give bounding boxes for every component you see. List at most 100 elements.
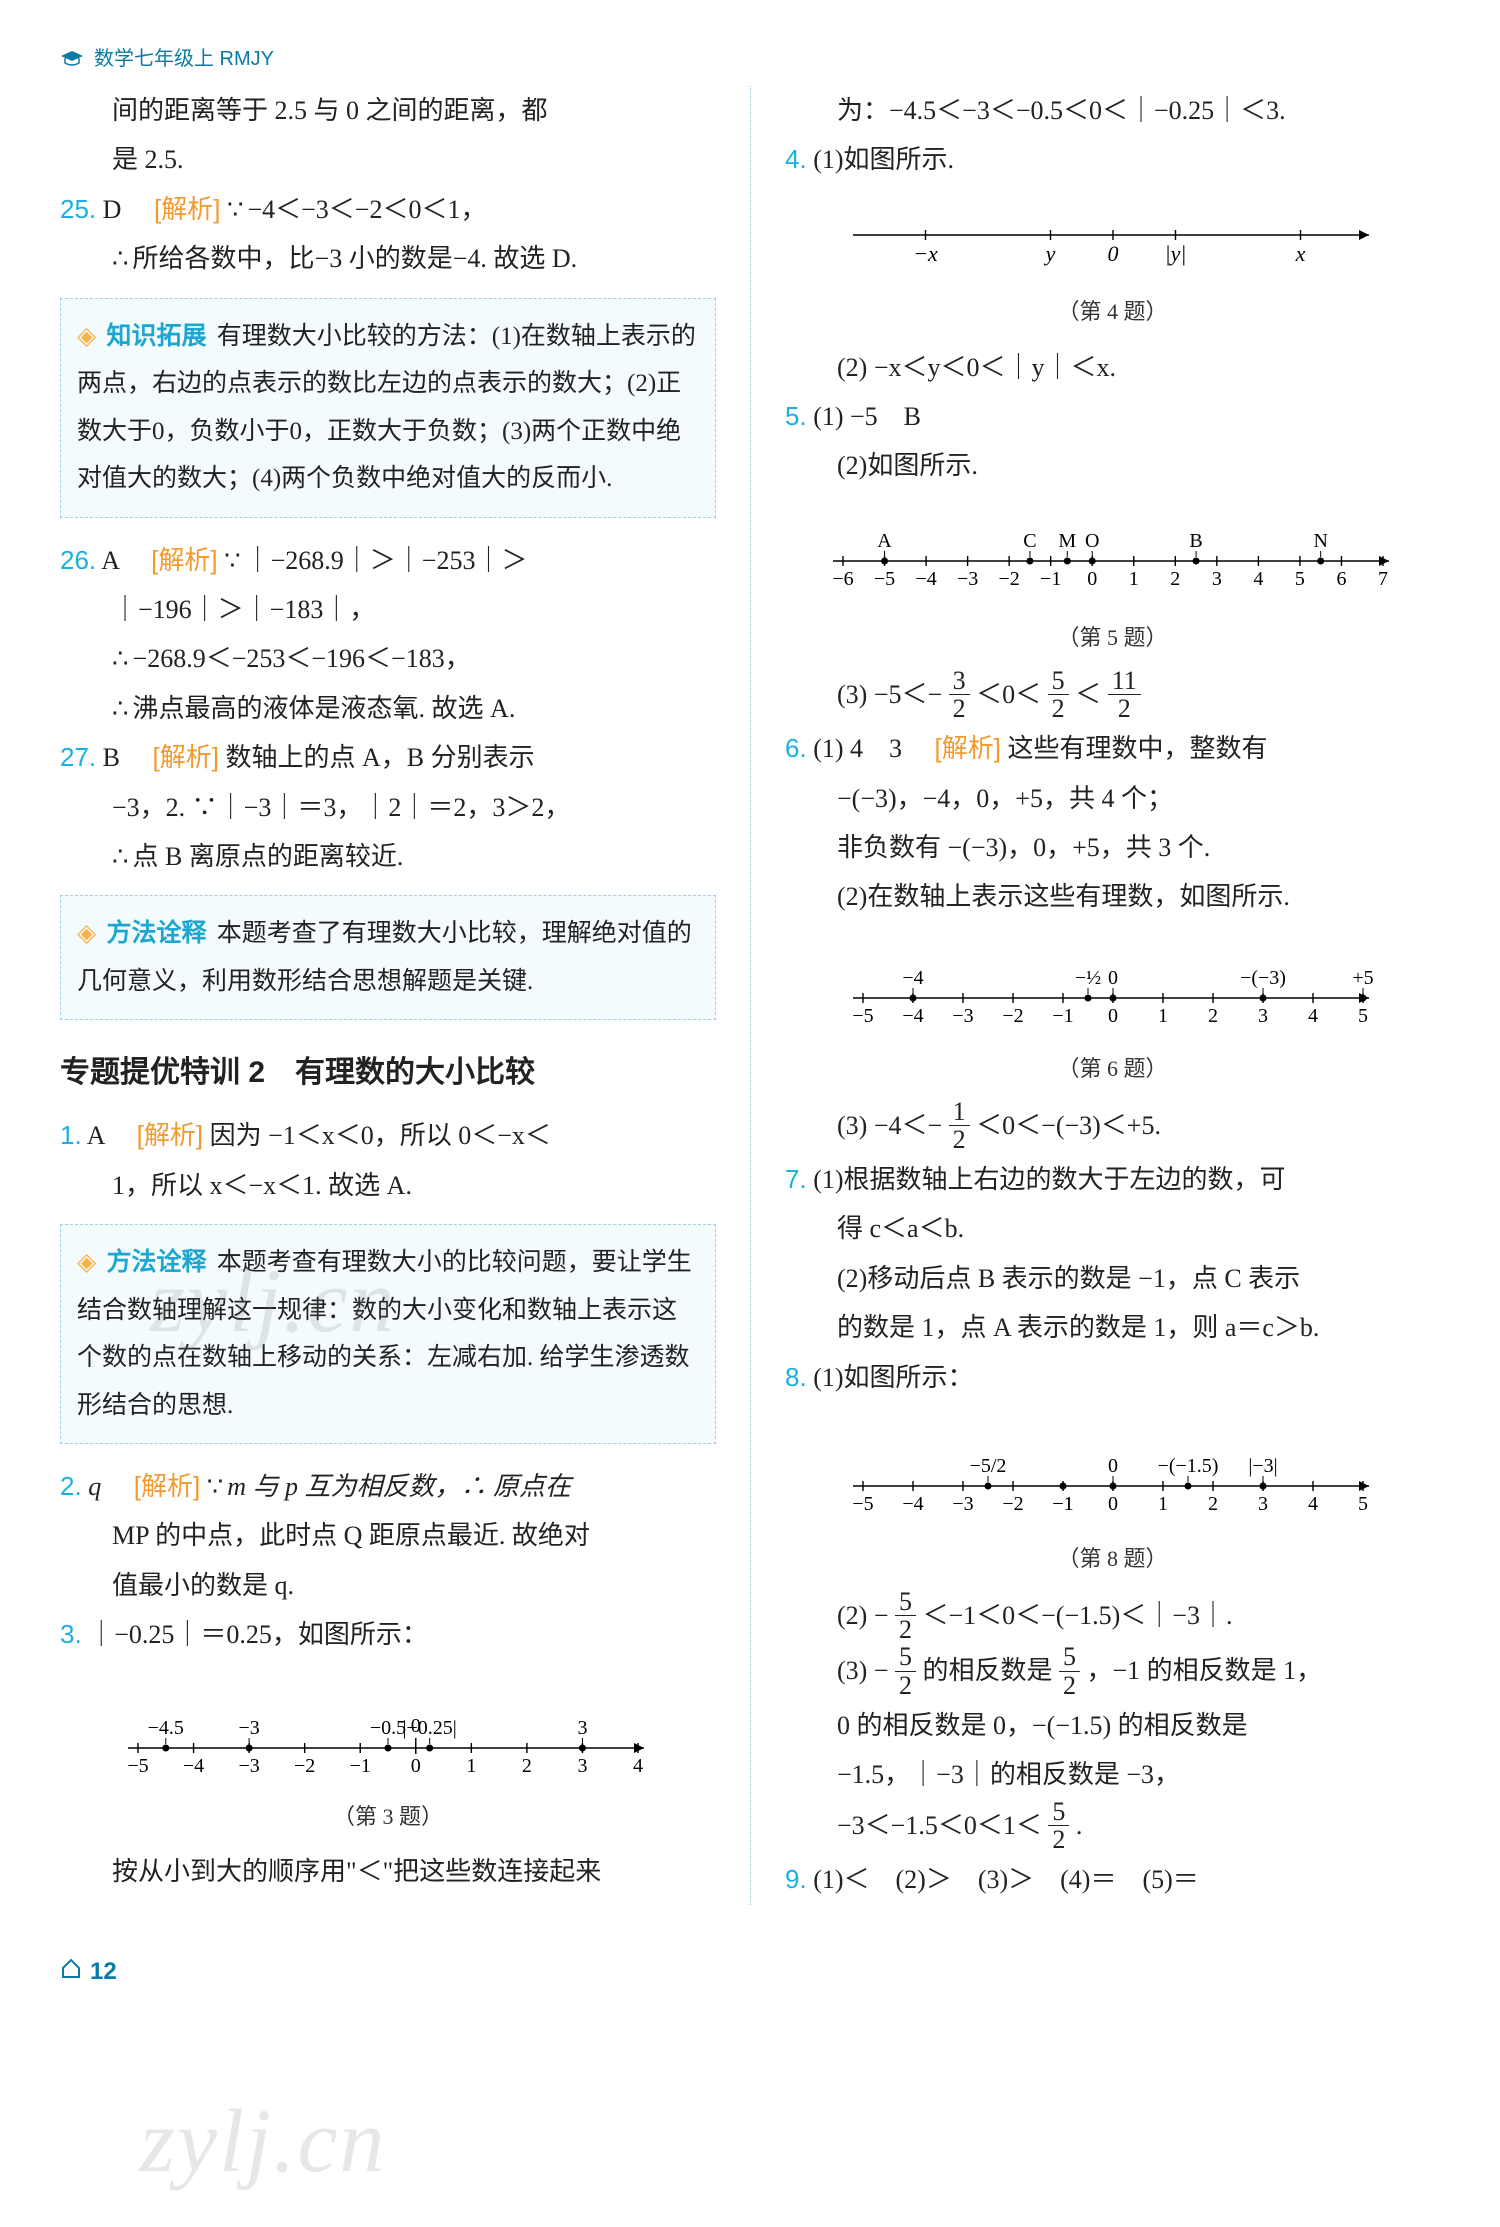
svg-text:−4.5: −4.5 [148,1717,184,1739]
text: (3) − [837,1656,888,1685]
text: ＜−1＜0＜−(−1.5)＜｜−3｜. [922,1601,1232,1630]
question-27: 27. B 解析 数轴上的点 A，B 分别表示 [60,733,716,782]
fraction: 12 [949,1098,970,1154]
text: 数轴上的点 A，B 分别表示 [226,743,535,772]
therefore-icon [112,842,133,871]
text: (3) −5＜− [837,679,942,708]
question-4: 4. (1)如图所示. [785,135,1440,184]
page-number: 12 [90,1949,117,1995]
svg-text:−6: −6 [832,568,853,590]
svg-text:−3: −3 [238,1755,259,1777]
analysis-tag: 解析 [153,742,219,772]
svg-text:B: B [1189,530,1202,552]
because-icon [207,1472,228,1501]
answer-letter: A [87,1121,104,1150]
svg-text:6: 6 [1336,568,1346,590]
question-number: 4. [785,144,807,174]
therefore-icon [112,694,133,723]
svg-text:3: 3 [1211,568,1221,590]
solution-text: (2) −x＜y＜0＜｜y｜＜x. [785,343,1440,392]
svg-text:−1: −1 [350,1755,371,1777]
svg-text:2: 2 [1170,568,1180,590]
text: 因为 −1＜x＜0，所以 0＜−x＜ [210,1121,551,1150]
solution-text: 0 的相反数是 0，−(−1.5) 的相反数是 [785,1701,1440,1750]
svg-text:−2: −2 [294,1755,315,1777]
text: m 与 p 互为相反数，∴ 原点在 [227,1472,571,1501]
svg-text:−3: −3 [238,1717,259,1739]
svg-text:−3: −3 [952,1493,973,1515]
text: (3) −4＜− [837,1110,942,1139]
svg-text:N: N [1313,530,1327,552]
method-note-box: ◈ 方法诠释 本题考查了有理数大小比较，理解绝对值的几何意义，利用数形结合思想解… [60,895,716,1020]
question-7: 7. (1)根据数轴上右边的数大于左边的数，可 [785,1155,1440,1204]
solution-text: 的数是 1，点 A 表示的数是 1，则 a＝c＞b. [785,1303,1440,1352]
svg-text:0: 0 [1108,1005,1118,1027]
number-line-diagram-3: −5−4−3−2−101234−4.5−3−0.5|−0.25|30 [108,1670,668,1790]
diamond-icon: ◈ [77,323,96,350]
svg-text:2: 2 [522,1755,532,1777]
solution-text: (3) −4＜− 12 ＜0＜−(−3)＜+5. [785,1100,1440,1156]
svg-text:−½: −½ [1074,967,1100,989]
question-6: 6. (1) 4 3 解析 这些有理数中，整数有 [785,724,1440,773]
answer-letter: D [103,195,122,224]
fraction: 52 [895,1643,916,1699]
page-footer: 12 [60,1949,1440,1995]
text: 沸点最高的液体是液态氧. 故选 A. [133,694,516,723]
svg-text:0: 0 [1108,1493,1118,1515]
question-number: 7. [785,1164,807,1194]
solution-text: (3) −5＜− 32 ＜0＜ 52 ＜ 112 [785,669,1440,725]
svg-text:C: C [1023,530,1036,552]
page-header-label: 数学七年级上 RMJY [94,40,274,78]
fraction: 112 [1108,667,1141,723]
question-number: 26. [60,545,96,575]
svg-text:0: 0 [411,1755,421,1777]
text: (1)如图所示： [813,1363,973,1392]
continuation-text: 为：−4.5＜−3＜−0.5＜0＜｜−0.25｜＜3. [785,86,1440,135]
svg-text:x: x [1294,241,1305,266]
svg-text:−4: −4 [902,1493,923,1515]
svg-text:−5/2: −5/2 [969,1455,1006,1477]
svg-text:7: 7 [1378,568,1388,590]
fraction: 52 [1048,1798,1069,1854]
solution-text: 值最小的数是 q. [60,1561,716,1610]
watermark: zylj.cn [140,2056,386,2227]
number-line-diagram-5: −6−5−4−3−2−101234567ACMOBN [813,501,1413,611]
text: (1) 4 3 [813,734,928,763]
question-number: 6. [785,733,807,763]
text: 这些有理数中，整数有 [1008,734,1268,763]
solution-text: (3) − 52 的相反数是 52 ，−1 的相反数是 1， [785,1645,1440,1701]
question-number: 9. [785,1864,807,1894]
text: ＜ [1075,679,1101,708]
question-number: 3. [60,1619,82,1649]
svg-text:y: y [1043,241,1055,266]
svg-text:1: 1 [466,1755,476,1777]
graduation-cap-icon [60,50,84,68]
text: 的相反数是 [922,1656,1059,1685]
therefore-icon [112,644,133,673]
svg-text:3: 3 [1258,1493,1268,1515]
text: (1) −5 B [813,402,921,431]
svg-text:0: 0 [411,1715,421,1737]
diamond-icon: ◈ [77,920,96,947]
solution-text: ｜−196｜＞｜−183｜， [60,585,716,634]
question-number: 5. [785,401,807,431]
figure-caption: （第 4 题） [785,291,1440,333]
text: (1)根据数轴上右边的数大于左边的数，可 [813,1165,1285,1194]
svg-text:5: 5 [1294,568,1304,590]
question-number: 2. [60,1471,82,1501]
svg-text:4: 4 [1308,1005,1318,1027]
svg-text:5: 5 [1358,1493,1368,1515]
question-25: 25. D 解析 −4＜−3＜−2＜0＜1， [60,185,716,234]
callout-title: 知识拓展 [106,322,206,350]
therefore-icon [112,244,133,273]
question-number: 8. [785,1362,807,1392]
svg-text:4: 4 [633,1755,643,1777]
analysis-tag: 解析 [154,194,220,224]
house-icon [60,1949,82,1995]
fraction: 32 [949,667,970,723]
figure-caption: （第 3 题） [60,1796,716,1838]
because-icon [227,195,248,224]
callout-title: 方法诠释 [106,919,206,947]
svg-text:−4: −4 [902,967,923,989]
svg-text:1: 1 [1158,1493,1168,1515]
